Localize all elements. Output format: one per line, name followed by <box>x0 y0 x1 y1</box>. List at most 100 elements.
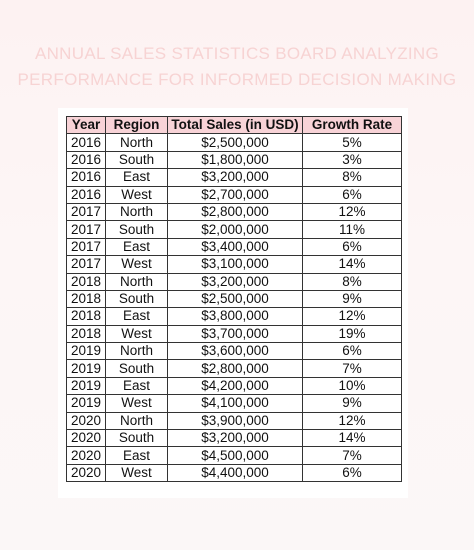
total-sales-cell: $2,700,000 <box>167 185 303 204</box>
growth-rate-cell: 10% <box>302 376 402 396</box>
table-row: 2018 West $3,700,000 19% <box>66 324 402 344</box>
year-cell: 2017 <box>66 220 106 239</box>
table-row: 2017 North $2,800,000 12% <box>66 202 402 222</box>
region-cell: South <box>105 429 168 448</box>
header-region: Region <box>105 115 168 135</box>
region-cell: North <box>105 133 168 152</box>
table-row: 2016 West $2,700,000 6% <box>66 185 402 204</box>
growth-rate-cell: 8% <box>302 168 402 187</box>
year-cell: 2019 <box>66 342 106 361</box>
total-sales-cell: $1,800,000 <box>167 150 303 170</box>
year-cell: 2016 <box>66 150 106 170</box>
growth-rate-cell: 9% <box>302 289 402 309</box>
year-cell: 2020 <box>66 463 106 483</box>
region-cell: West <box>105 185 168 204</box>
total-sales-cell: $4,100,000 <box>167 394 303 413</box>
growth-rate-cell: 7% <box>302 446 402 465</box>
growth-rate-cell: 11% <box>302 220 402 239</box>
region-cell: South <box>105 359 168 378</box>
title-line-1: ANNUAL SALES STATISTICS BOARD ANALYZING <box>34 44 440 63</box>
title-line-2: PERFORMANCE FOR INFORMED DECISION MAKING <box>17 70 457 89</box>
total-sales-cell: $4,400,000 <box>167 463 303 483</box>
year-cell: 2020 <box>66 411 106 431</box>
region-cell: North <box>105 202 168 222</box>
table-row: 2018 North $3,200,000 8% <box>66 272 402 291</box>
year-cell: 2016 <box>66 133 106 152</box>
growth-rate-cell: 9% <box>302 394 402 413</box>
page-title: ANNUAL SALES STATISTICS BOARD ANALYZING … <box>0 41 474 93</box>
region-cell: West <box>105 463 168 483</box>
growth-rate-cell: 6% <box>302 342 402 361</box>
region-cell: South <box>105 220 168 239</box>
total-sales-cell: $4,500,000 <box>167 446 303 465</box>
region-cell: North <box>105 411 168 431</box>
growth-rate-cell: 19% <box>302 324 402 344</box>
growth-rate-cell: 12% <box>302 411 402 431</box>
growth-rate-cell: 12% <box>302 202 402 222</box>
total-sales-cell: $3,100,000 <box>167 255 303 274</box>
total-sales-cell: $3,800,000 <box>167 307 303 326</box>
growth-rate-cell: 14% <box>302 255 402 274</box>
table-body: 2016 North $2,500,000 5% 2016 South $1,800,000… <box>66 133 402 483</box>
growth-rate-cell: 14% <box>302 429 402 448</box>
total-sales-cell: $3,900,000 <box>167 411 303 431</box>
total-sales-cell: $2,800,000 <box>167 202 303 222</box>
header-total-sales: Total Sales (in USD) <box>167 115 303 135</box>
total-sales-cell: $2,000,000 <box>167 220 303 239</box>
table-row: 2017 West $3,100,000 14% <box>66 255 402 274</box>
region-cell: East <box>105 307 168 326</box>
year-cell: 2018 <box>66 272 106 291</box>
table-header-row: Year Region Total Sales (in USD) Growth … <box>66 115 402 135</box>
growth-rate-cell: 6% <box>302 237 402 257</box>
year-cell: 2016 <box>66 185 106 204</box>
year-cell: 2018 <box>66 289 106 309</box>
region-cell: North <box>105 272 168 291</box>
table-row: 2016 South $1,800,000 3% <box>66 150 402 170</box>
growth-rate-cell: 3% <box>302 150 402 170</box>
year-cell: 2020 <box>66 429 106 448</box>
year-cell: 2020 <box>66 446 106 465</box>
total-sales-cell: $2,800,000 <box>167 359 303 378</box>
table-row: 2020 West $4,400,000 6% <box>66 463 402 483</box>
table-row: 2020 South $3,200,000 14% <box>66 429 402 448</box>
growth-rate-cell: 5% <box>302 133 402 152</box>
total-sales-cell: $2,500,000 <box>167 289 303 309</box>
table-row: 2016 North $2,500,000 5% <box>66 133 402 152</box>
header-year: Year <box>66 115 106 135</box>
table-row: 2017 South $2,000,000 11% <box>66 220 402 239</box>
table-row: 2018 South $2,500,000 9% <box>66 289 402 309</box>
growth-rate-cell: 6% <box>302 185 402 204</box>
table-row: 2019 South $2,800,000 7% <box>66 359 402 378</box>
table-row: 2017 East $3,400,000 6% <box>66 237 402 257</box>
year-cell: 2017 <box>66 202 106 222</box>
total-sales-cell: $3,700,000 <box>167 324 303 344</box>
total-sales-cell: $3,600,000 <box>167 342 303 361</box>
region-cell: East <box>105 446 168 465</box>
region-cell: West <box>105 394 168 413</box>
growth-rate-cell: 12% <box>302 307 402 326</box>
total-sales-cell: $4,200,000 <box>167 376 303 396</box>
region-cell: East <box>105 376 168 396</box>
table-row: 2019 West $4,100,000 9% <box>66 394 402 413</box>
sales-table: Year Region Total Sales (in USD) Growth … <box>66 115 402 483</box>
region-cell: South <box>105 289 168 309</box>
total-sales-cell: $3,200,000 <box>167 272 303 291</box>
total-sales-cell: $3,200,000 <box>167 168 303 187</box>
table-row: 2019 North $3,600,000 6% <box>66 342 402 361</box>
table-card: Year Region Total Sales (in USD) Growth … <box>58 108 408 498</box>
table-row: 2020 East $4,500,000 7% <box>66 446 402 465</box>
table-row: 2020 North $3,900,000 12% <box>66 411 402 431</box>
year-cell: 2018 <box>66 307 106 326</box>
table-row: 2016 East $3,200,000 8% <box>66 168 402 187</box>
region-cell: North <box>105 342 168 361</box>
total-sales-cell: $3,200,000 <box>167 429 303 448</box>
growth-rate-cell: 6% <box>302 463 402 483</box>
region-cell: East <box>105 168 168 187</box>
year-cell: 2018 <box>66 324 106 344</box>
year-cell: 2019 <box>66 394 106 413</box>
year-cell: 2017 <box>66 237 106 257</box>
year-cell: 2019 <box>66 376 106 396</box>
year-cell: 2019 <box>66 359 106 378</box>
header-growth-rate: Growth Rate <box>302 115 402 135</box>
